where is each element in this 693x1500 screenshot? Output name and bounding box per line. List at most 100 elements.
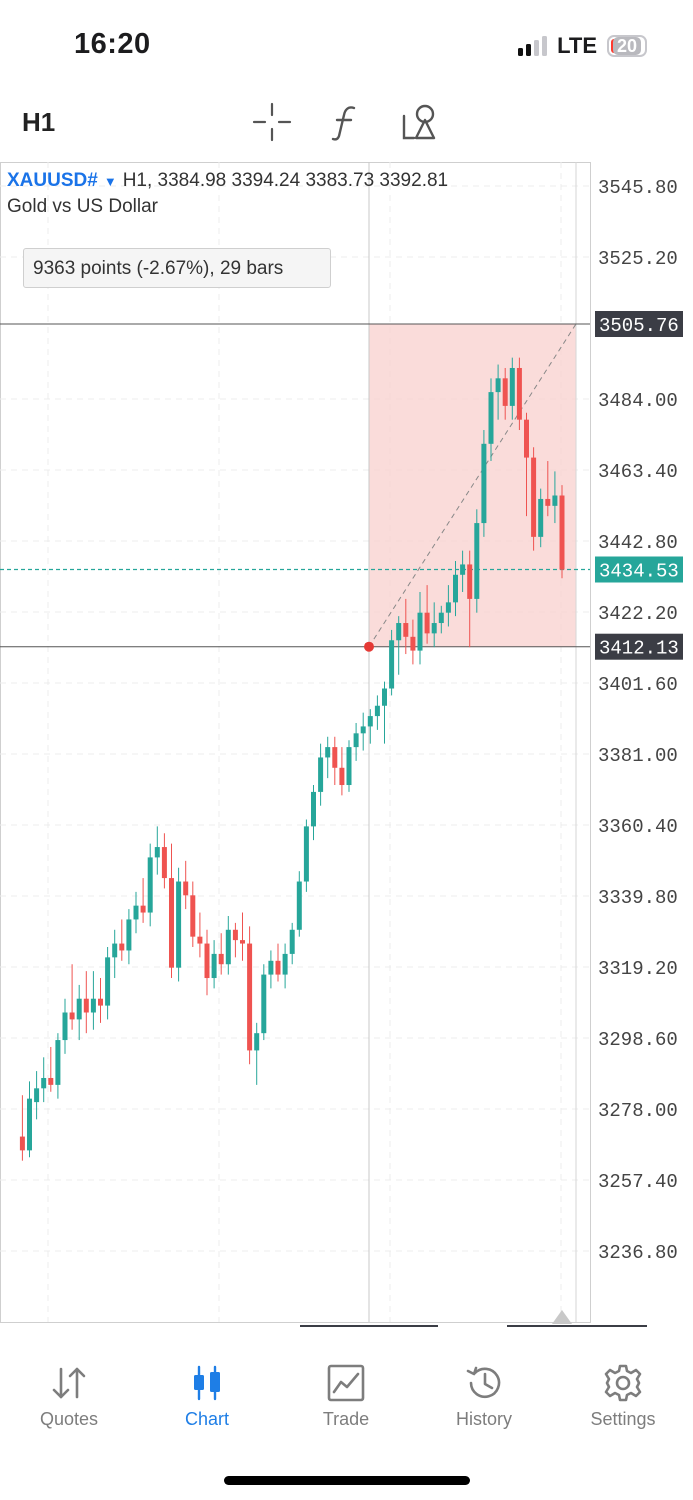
candle-body <box>225 929 231 965</box>
price-axis-label: 3381.00 <box>598 745 678 767</box>
price-axis-label: 3360.40 <box>598 816 678 838</box>
candle-body <box>481 443 487 524</box>
candle-body <box>98 998 103 1006</box>
candle-body <box>495 378 501 393</box>
battery-icon: 20 <box>607 35 647 57</box>
candle-body <box>282 953 288 975</box>
indicators-icon[interactable] <box>326 102 366 142</box>
tab-history[interactable]: History <box>419 1355 549 1430</box>
settings-gear-icon <box>604 1364 642 1402</box>
candle-body <box>438 612 444 624</box>
candle-body <box>41 1077 47 1089</box>
price-axis-label: 3422.20 <box>598 603 678 625</box>
candle-body <box>467 564 473 599</box>
candle-body <box>531 457 537 537</box>
tab-chart[interactable]: Chart <box>142 1355 272 1430</box>
ohlc-values: 3384.98 3394.24 3383.73 3392.81 <box>157 170 449 191</box>
candle-body <box>34 1088 40 1103</box>
candle-body <box>105 957 111 1006</box>
price-axis-label: 3339.80 <box>598 887 678 909</box>
network-type: LTE <box>557 33 597 58</box>
price-axis-label: 3401.60 <box>598 674 678 696</box>
price-tag-background <box>595 311 683 338</box>
time-axis: 16 Apr 09:0017 Aprpr 11:02:0021 Apr 08:0… <box>300 1325 647 1327</box>
price-axis: 3545.80 3525.20 3484.00 3463.40 3442.80 3422.… <box>595 177 683 1264</box>
candle-body <box>417 612 423 651</box>
candle-body <box>374 705 380 717</box>
candle-body <box>254 1033 260 1051</box>
candle-body <box>453 574 458 603</box>
chart-timeframe: H1, <box>122 170 153 191</box>
tab-label: Quotes <box>39 1409 99 1429</box>
candle-body <box>559 495 565 570</box>
symbol-name[interactable]: XAUUSD# <box>7 170 98 191</box>
candle-body <box>367 716 373 727</box>
candle-body <box>240 940 245 944</box>
scroll-to-end-icon[interactable] <box>552 1310 572 1324</box>
candle-body <box>410 636 416 651</box>
crosshair-icon[interactable] <box>252 102 292 142</box>
price-axis-label: 3484.00 <box>598 390 678 412</box>
candle-body <box>69 1012 75 1020</box>
candle-body <box>62 1012 68 1041</box>
objects-icon[interactable] <box>400 102 440 142</box>
candle-body <box>325 747 331 758</box>
tab-quotes[interactable]: Quotes <box>4 1355 134 1430</box>
candle-body <box>275 960 281 975</box>
battery-level: 20 <box>612 37 642 55</box>
candle-body <box>140 905 146 913</box>
tab-label: History <box>455 1409 512 1429</box>
time-tag-background <box>300 1325 438 1327</box>
home-indicator <box>224 1476 470 1485</box>
tab-label: Trade <box>322 1409 370 1429</box>
candle-body <box>431 623 437 634</box>
candle-body <box>296 881 302 930</box>
candle-body <box>247 943 253 1051</box>
price-tag-label: 3434.53 <box>599 561 679 583</box>
trade-chart-icon <box>327 1364 365 1402</box>
candle-body <box>403 623 409 637</box>
candle-body <box>27 1098 32 1151</box>
candle-body <box>90 998 96 1013</box>
candle-body <box>424 612 430 634</box>
price-axis-label: 3236.80 <box>598 1242 678 1264</box>
price-axis-label: 3525.20 <box>598 248 678 270</box>
candle-body <box>460 564 466 575</box>
candle-body <box>218 953 224 965</box>
measurement-tooltip: 9363 points (-2.67%), 29 bars <box>23 248 331 288</box>
candle-body <box>445 602 451 613</box>
chart-canvas[interactable]: 3545.80 3525.20 3484.00 3463.40 3442.80 3422.… <box>0 162 693 1327</box>
candle-body <box>524 419 529 458</box>
candle-body <box>55 1040 61 1085</box>
symbol-dropdown-icon[interactable]: ▼ <box>103 174 117 189</box>
chart-info-line: XAUUSD# ▼ H1, 3384.98 3394.24 3383.73 3392… <box>7 170 448 192</box>
price-axis-label: 3545.80 <box>598 177 678 199</box>
candle-body <box>119 943 125 951</box>
timeframe-button[interactable]: H1 <box>22 107 56 137</box>
candle-body <box>474 523 480 599</box>
price-chart[interactable]: 3545.80 3525.20 3484.00 3463.40 3442.80 3422.… <box>0 162 693 1327</box>
price-axis-label: 3319.20 <box>598 958 678 980</box>
price-axis-label: 3298.60 <box>598 1029 678 1051</box>
range-diagonal <box>368 323 577 647</box>
candle-body <box>197 936 203 944</box>
price-axis-label: 3442.80 <box>598 532 678 554</box>
candle-body <box>545 498 551 506</box>
tab-settings[interactable]: Settings <box>558 1355 688 1430</box>
candle-body <box>112 943 118 958</box>
candlesticks <box>19 357 565 1161</box>
price-axis-label: 3278.00 <box>598 1100 678 1122</box>
tab-label: Settings <box>590 1409 656 1429</box>
price-tag-label: 3412.13 <box>599 638 679 660</box>
candle-body <box>502 378 508 406</box>
tab-label: Chart <box>184 1409 229 1429</box>
range-start-marker[interactable] <box>364 641 374 652</box>
bottom-tab-bar: Quotes Chart Trade History <box>0 1355 693 1455</box>
candle-body <box>538 498 544 537</box>
tab-trade[interactable]: Trade <box>281 1355 411 1430</box>
candle-body <box>154 847 160 858</box>
candle-body <box>204 943 210 979</box>
status-bar: 16:20 LTE 20 <box>0 0 693 92</box>
candle-body <box>396 623 402 641</box>
history-clock-icon <box>466 1366 501 1399</box>
